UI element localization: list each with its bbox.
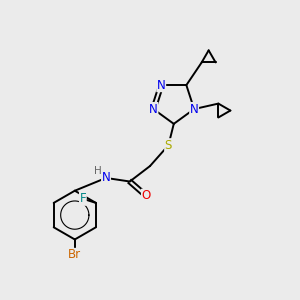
Text: H: H (94, 167, 102, 176)
Text: N: N (157, 79, 166, 92)
Text: N: N (190, 103, 199, 116)
Text: S: S (165, 139, 172, 152)
Text: O: O (142, 189, 151, 202)
Text: Br: Br (68, 248, 81, 261)
Text: F: F (80, 192, 86, 205)
Text: N: N (102, 171, 110, 184)
Text: N: N (149, 103, 158, 116)
